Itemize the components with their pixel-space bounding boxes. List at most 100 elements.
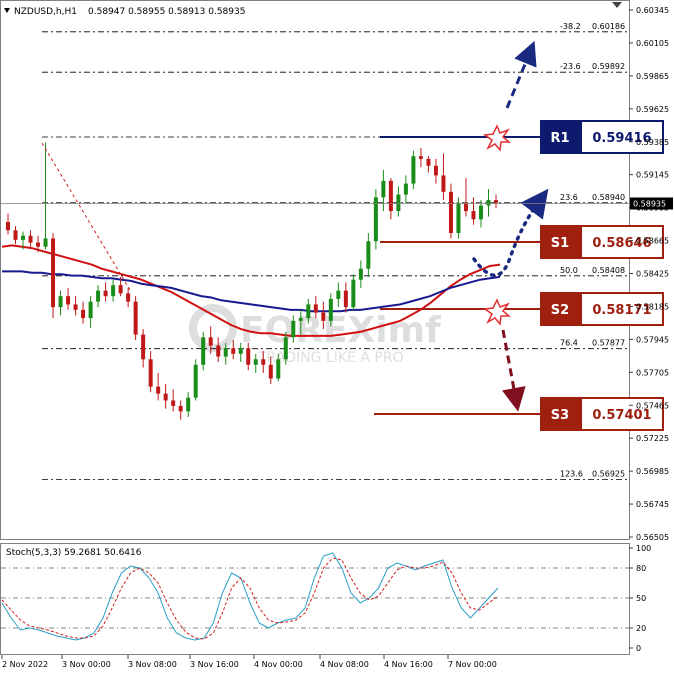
candle-bear: [433, 165, 438, 176]
burst-r1-icon: [483, 124, 512, 152]
price-axis: 0.60345 0.60105 0.59865 0.59625 0.59385 0.591…: [0, 6, 673, 542]
candle-bear: [463, 202, 468, 212]
level-value-box: [580, 120, 664, 154]
candle-bear: [178, 405, 183, 412]
candle-bear: [448, 191, 453, 234]
price-tick-label: 0.57225: [636, 434, 669, 443]
candle-bull: [111, 285, 116, 297]
price-tick-label: 0.59865: [636, 72, 669, 81]
price-tick-label: 0.56985: [636, 467, 669, 476]
level-value-label: 0.59416: [592, 131, 651, 146]
candle-bull: [328, 298, 333, 321]
candle-bull: [96, 290, 101, 302]
candle-bull: [223, 348, 228, 357]
level-value-label: 0.57401: [592, 408, 651, 423]
fib-price-label: 0.59892: [592, 62, 625, 71]
price-tick-label: 0.59625: [636, 105, 669, 114]
level-value-box: [580, 397, 664, 431]
stoch-tick-label: 50: [636, 594, 646, 603]
stoch-signal-line: [1, 557, 499, 640]
candle-bull: [486, 200, 491, 206]
price-tick-label: 0.58185: [636, 302, 669, 311]
candle-bear: [81, 309, 86, 319]
candle-bull: [403, 183, 408, 195]
candle-bull: [366, 241, 371, 269]
collapse-triangle-icon[interactable]: [4, 8, 10, 13]
fib-price-label: 0.58408: [592, 266, 625, 275]
candle-bull: [456, 202, 461, 234]
time-axis: 2 Nov 2022 3 Nov 00:00 3 Nov 08:00 3 Nov 16…: [1, 655, 497, 669]
level-name-label: R1: [550, 131, 569, 146]
candle-bear: [471, 211, 476, 220]
candle-bear: [321, 312, 326, 321]
arrow-up-pullback: [472, 188, 549, 277]
panel-menu-icon[interactable]: [612, 2, 622, 8]
level-name-box: [540, 225, 580, 259]
candles-layer: [6, 142, 498, 420]
candle-bear: [133, 301, 138, 335]
candle-bear: [246, 348, 251, 365]
candle-bear: [103, 290, 108, 297]
fib-level-label: -23.6: [560, 62, 581, 71]
candle-bear: [118, 285, 123, 294]
level-name-label: S1: [551, 236, 569, 251]
level-name-label: S2: [551, 303, 569, 318]
candle-bull: [478, 205, 483, 220]
current-price-box: [630, 197, 673, 210]
candle-bear: [261, 359, 266, 365]
candle-bear: [13, 230, 18, 240]
time-tick-label: 4 Nov 00:00: [254, 660, 303, 669]
candle-bull: [351, 279, 356, 308]
level-boxes: R1 0.59416 S1 0.58646 S2 0.58171 S3 0.57401: [540, 120, 664, 431]
candle-bear: [156, 386, 161, 394]
candle-bull: [88, 301, 93, 319]
level-name-box: [540, 120, 580, 154]
level-value-label: 0.58646: [592, 236, 651, 251]
candle-bull: [411, 156, 416, 184]
candle-bull: [186, 397, 191, 412]
watermark-tagline: TRADING LIKE A PRO: [257, 350, 404, 366]
moving-average-layer: [1, 244, 501, 337]
candle-bull: [238, 348, 243, 354]
candle-bear: [163, 393, 168, 401]
candle-bear: [343, 290, 348, 308]
stoch-tick-label: 0: [636, 644, 641, 653]
candle-bull: [283, 337, 288, 360]
candle-bear: [313, 304, 318, 313]
fib-level-label: -38.2: [560, 22, 581, 31]
time-tick-label: 2 Nov 2022: [2, 660, 48, 669]
candle-bull: [43, 238, 48, 247]
fib-level-label: 123.6: [560, 469, 583, 478]
trend-line: [41, 142, 131, 291]
price-tick-label: 0.58425: [636, 270, 669, 279]
level-name-label: S3: [551, 408, 569, 423]
candle-bear: [73, 304, 78, 310]
arrow-down-s3: [501, 329, 526, 412]
candle-bull: [201, 337, 206, 365]
stoch-label: Stoch(5,3,3) 59.2681 50.6416: [6, 548, 142, 558]
price-tick-label: 0.57465: [636, 401, 669, 410]
level-value-box: [580, 292, 664, 326]
candle-bear: [418, 156, 423, 159]
level-value-label: 0.58171: [592, 303, 651, 318]
candle-bull: [358, 268, 363, 280]
candle-bear: [141, 334, 146, 360]
ohlc-values: 0.58947 0.58955 0.58913 0.58935: [88, 7, 245, 17]
candle-bear: [126, 293, 131, 302]
candle-bear: [216, 345, 221, 357]
price-tick-label: 0.60105: [636, 39, 669, 48]
sr-levels-layer: [374, 136, 540, 415]
time-tick-label: 7 Nov 00:00: [448, 660, 497, 669]
burst-s2-icon: [483, 298, 512, 326]
price-tick-label: 0.59385: [636, 138, 669, 147]
fib-price-label: 0.58940: [592, 193, 625, 202]
ma-slow-line: [2, 270, 501, 313]
fib-level-label: 50.0: [560, 266, 578, 275]
candle-bear: [426, 158, 431, 166]
candle-bull: [193, 364, 198, 398]
candle-bear: [51, 238, 56, 308]
price-tick-label: 0.59145: [636, 171, 669, 180]
candle-bear: [171, 400, 176, 406]
candle-bear: [268, 364, 273, 379]
price-tick-label: 0.57945: [636, 335, 669, 344]
